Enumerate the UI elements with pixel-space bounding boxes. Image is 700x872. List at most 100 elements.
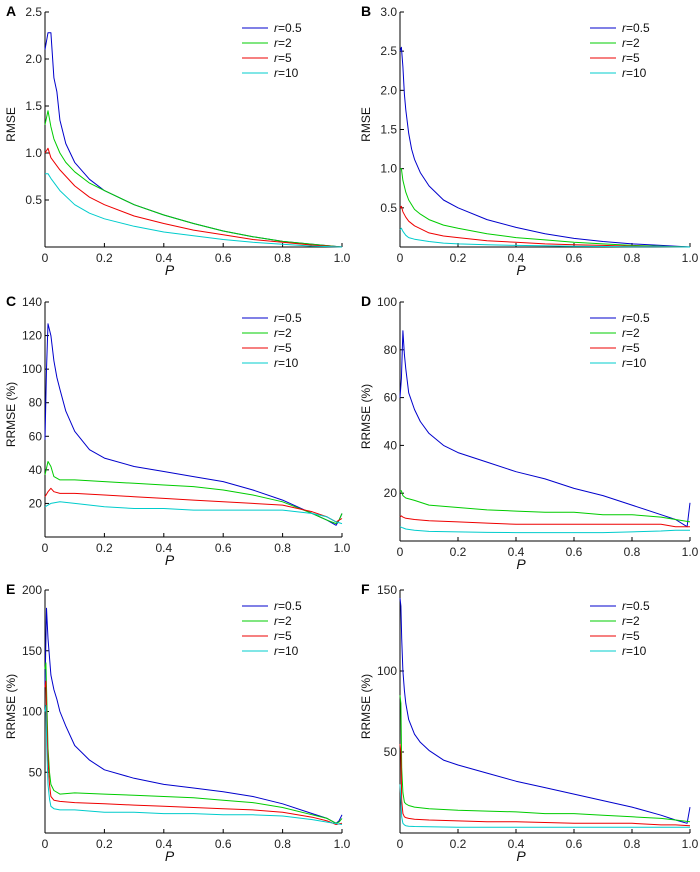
panel-label: A — [6, 3, 16, 19]
series-line-r-2 — [399, 695, 691, 823]
x-tick-label: 0 — [397, 251, 404, 265]
x-axis-label: P — [516, 848, 526, 864]
x-tick-label: 0.8 — [274, 541, 291, 555]
x-tick-label: 0.6 — [215, 251, 232, 265]
x-tick-label: 0.4 — [155, 251, 172, 265]
series-line-r-0-5 — [399, 46, 691, 248]
x-tick-label: 0 — [397, 545, 404, 559]
series-line-r-10 — [44, 501, 343, 525]
series-line-r-10 — [399, 227, 691, 248]
x-tick-label: 0.6 — [215, 837, 232, 851]
y-tick-label: 20 — [384, 486, 398, 500]
y-tick-label: 50 — [384, 745, 398, 759]
legend-label: r=2 — [274, 36, 292, 50]
series-line-r-5 — [44, 147, 343, 248]
legend: r=0.5r=2r=5r=10 — [242, 311, 302, 370]
legend-label: r=5 — [622, 51, 640, 65]
series-line-r-5 — [399, 743, 691, 827]
x-axis-label: P — [165, 262, 175, 278]
series-line-r-5 — [399, 205, 691, 248]
x-tick-label: 0.4 — [508, 545, 525, 559]
x-tick-label: 0.2 — [96, 837, 113, 851]
x-tick-label: 0 — [397, 837, 404, 851]
panel-e: E 0 0.2 0.4 0.6 0.8 1.0 50 100 150 200 P RRMSE (%) r=… — [4, 581, 351, 864]
legend-label: r=5 — [622, 341, 640, 355]
series-line-r-0-5 — [399, 598, 691, 824]
series-line-r-0-5 — [44, 32, 343, 248]
x-tick-label: 1.0 — [334, 541, 351, 555]
legend-label: r=0.5 — [622, 21, 650, 35]
panel-f: F 0 0.2 0.4 0.6 0.8 1.0 50 100 150 P RRMSE (%) r=0.5… — [359, 581, 699, 864]
legend-label: r=10 — [274, 66, 299, 80]
y-tick-label: 1.5 — [380, 123, 397, 137]
y-axis-label: RRMSE (%) — [4, 674, 18, 739]
y-tick-label: 0.5 — [25, 193, 42, 207]
legend-label: r=2 — [274, 326, 292, 340]
x-tick-label: 0.6 — [566, 251, 583, 265]
legend: r=0.5r=2r=5r=10 — [242, 599, 302, 658]
legend-label: r=0.5 — [622, 599, 650, 613]
legend-label: r=10 — [274, 356, 299, 370]
legend-label: r=5 — [274, 629, 292, 643]
x-tick-label: 0.8 — [624, 251, 641, 265]
y-tick-label: 60 — [29, 429, 43, 443]
legend-label: r=2 — [622, 614, 640, 628]
y-tick-label: 200 — [22, 583, 42, 597]
x-tick-label: 0.4 — [155, 541, 172, 555]
legend-label: r=10 — [622, 66, 647, 80]
legend-label: r=0.5 — [274, 311, 302, 325]
x-axis-label: P — [516, 556, 526, 572]
y-tick-label: 50 — [29, 765, 43, 779]
x-tick-label: 0.4 — [155, 837, 172, 851]
series-line-r-0-5 — [44, 607, 343, 824]
series-line-r-10 — [44, 704, 343, 825]
panel-a: A 0 0.2 0.4 0.6 0.8 1.0 0.5 1.0 1.5 2.0 2.5 P RMSE r=0… — [4, 3, 351, 278]
y-tick-label: 140 — [22, 295, 42, 309]
x-axis-label: P — [516, 262, 526, 278]
series-line-r-10 — [45, 173, 343, 248]
y-axis-label: RRMSE (%) — [359, 384, 373, 449]
y-tick-label: 100 — [377, 664, 397, 678]
series-line-r-10 — [399, 526, 690, 534]
x-tick-label: 0.2 — [450, 545, 467, 559]
legend-label: r=0.5 — [622, 311, 650, 325]
legend: r=0.5r=2r=5r=10 — [590, 21, 650, 80]
legend-label: r=5 — [274, 51, 292, 65]
y-tick-label: 60 — [384, 391, 398, 405]
series-line-r-2 — [44, 110, 343, 248]
series-line-r-0-5 — [44, 323, 343, 526]
panel-b: B 0 0.2 0.4 0.6 0.8 1.0 0.5 1.0 1.5 2.0 2.5 3.0 P RMSE… — [359, 3, 699, 278]
series-line-r-10 — [399, 784, 690, 828]
panel-label: C — [6, 293, 16, 309]
x-tick-label: 0.8 — [274, 837, 291, 851]
x-tick-label: 0.8 — [624, 545, 641, 559]
series-line-r-2 — [44, 662, 343, 824]
x-tick-label: 0 — [42, 251, 49, 265]
panel-label: F — [361, 581, 370, 597]
y-tick-label: 100 — [377, 295, 397, 309]
y-axis-label: RMSE — [359, 107, 373, 142]
series-line-r-2 — [400, 168, 691, 248]
x-tick-label: 1.0 — [682, 251, 699, 265]
legend-label: r=10 — [274, 644, 299, 658]
legend-label: r=0.5 — [274, 21, 302, 35]
series-line-r-2 — [400, 490, 691, 523]
x-tick-label: 0 — [42, 541, 49, 555]
y-tick-label: 150 — [377, 583, 397, 597]
x-tick-label: 0.4 — [508, 837, 525, 851]
series-line-r-2 — [44, 461, 343, 525]
y-tick-label: 3.0 — [380, 5, 397, 19]
x-tick-label: 0.2 — [450, 251, 467, 265]
x-tick-label: 0.2 — [450, 837, 467, 851]
y-tick-label: 2.5 — [25, 5, 42, 19]
x-tick-label: 0.6 — [566, 545, 583, 559]
legend-label: r=2 — [622, 326, 640, 340]
legend-label: r=5 — [622, 629, 640, 643]
y-tick-label: 80 — [29, 396, 43, 410]
legend: r=0.5r=2r=5r=10 — [590, 599, 650, 658]
panel-label: E — [6, 581, 15, 597]
x-tick-label: 0 — [42, 837, 49, 851]
panel-label: D — [361, 293, 371, 309]
y-axis-label: RRMSE (%) — [4, 382, 18, 447]
